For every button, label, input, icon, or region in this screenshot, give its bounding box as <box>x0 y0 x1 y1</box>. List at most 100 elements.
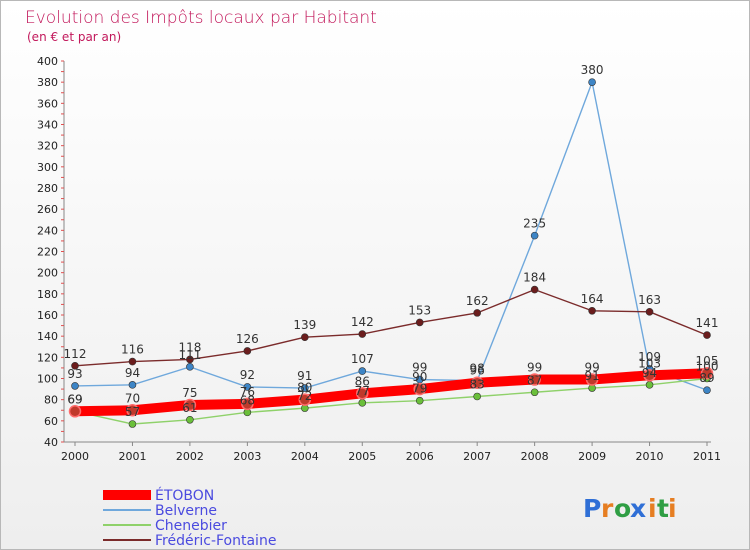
data-point <box>126 404 139 417</box>
data-point <box>71 382 79 390</box>
data-label: 80 <box>297 381 312 395</box>
data-label: 142 <box>351 315 374 329</box>
data-point <box>643 369 656 382</box>
data-point <box>700 366 714 380</box>
data-label: 107 <box>351 352 374 366</box>
y-tick-label: 260 <box>37 203 58 216</box>
data-point <box>358 330 367 338</box>
data-point <box>186 355 194 364</box>
data-label: 75 <box>182 386 197 400</box>
data-label: 83 <box>470 377 485 391</box>
x-tick-label: 2008 <box>521 450 549 463</box>
data-label: 57 <box>125 405 140 419</box>
x-tick-label: 2009 <box>578 450 606 463</box>
y-tick-label: 40 <box>44 436 58 449</box>
y-tick-label: 80 <box>44 394 58 407</box>
data-label: 94 <box>125 366 140 380</box>
x-tick-label: 2006 <box>406 450 434 463</box>
x-tick-label: 2004 <box>291 450 319 463</box>
x-tick-label: 2002 <box>176 450 204 463</box>
data-label: 99 <box>584 361 599 375</box>
data-label: 163 <box>638 293 661 307</box>
data-label: 99 <box>527 361 542 375</box>
y-tick-label: 360 <box>37 97 58 110</box>
data-label: 153 <box>408 303 431 317</box>
series-line-1 <box>74 81 708 391</box>
x-tick-label: 2011 <box>693 450 721 463</box>
axes: 40 60 80 100 120 140 160 180 200 220 240 260 280 300 3… <box>37 55 721 463</box>
y-tick-label: 200 <box>37 267 58 280</box>
data-label: 111 <box>178 348 201 362</box>
data-point <box>71 361 79 370</box>
y-tick-label: 300 <box>37 161 58 174</box>
data-label: 118 <box>178 340 201 354</box>
data-point <box>473 392 481 401</box>
data-label: 72 <box>297 389 312 403</box>
data-point <box>703 331 711 339</box>
data-point <box>415 396 424 405</box>
data-point <box>128 381 137 389</box>
data-label: 96 <box>470 364 485 378</box>
logo-letter: i <box>668 494 677 523</box>
series-line-3 <box>74 288 708 367</box>
data-label: 164 <box>581 292 604 306</box>
data-label: 109 <box>638 350 661 364</box>
logo-letter: r <box>601 494 614 523</box>
data-point <box>183 398 197 412</box>
data-label: 69 <box>67 392 82 406</box>
y-tick-label: 320 <box>37 140 58 153</box>
data-label: 116 <box>121 343 144 357</box>
y-tick-label: 120 <box>37 351 58 364</box>
logo-letter: x <box>630 494 646 523</box>
data-label: 61 <box>182 401 197 415</box>
data-point <box>530 388 539 397</box>
data-label: 235 <box>523 217 546 231</box>
data-point <box>356 387 369 400</box>
logo-letter: o <box>614 494 631 523</box>
y-tick-label: 340 <box>37 119 58 132</box>
data-point <box>413 382 426 396</box>
data-point <box>473 309 481 317</box>
data-point <box>241 397 254 411</box>
data-label: 380 <box>581 63 604 77</box>
data-label: 105 <box>696 354 719 368</box>
chart-title: Evolution des Impôts locaux par Habitant <box>25 8 377 28</box>
data-label: 98 <box>470 362 485 376</box>
data-point <box>358 367 367 375</box>
data-point <box>470 376 484 389</box>
data-label: 76 <box>240 385 255 399</box>
logo-letter: t <box>657 494 669 523</box>
data-point <box>415 318 424 327</box>
data-point <box>528 373 541 386</box>
x-tick-label: 2005 <box>348 450 376 463</box>
y-tick-label: 400 <box>37 55 58 68</box>
y-tick-label: 160 <box>37 309 58 322</box>
data-label: 100 <box>696 360 719 374</box>
data-point <box>530 285 539 294</box>
data-label: 162 <box>466 294 489 308</box>
legend-label: Belverne <box>155 503 217 519</box>
data-label: 69 <box>67 392 82 406</box>
data-label: 90 <box>412 370 427 384</box>
data-point <box>530 231 539 240</box>
data-point <box>585 373 599 386</box>
data-point <box>645 308 654 316</box>
data-label: 91 <box>297 369 312 383</box>
series-line-0 <box>70 368 712 417</box>
y-tick-label: 60 <box>44 415 58 428</box>
logo-letter: P <box>583 494 601 523</box>
y-tick-label: 280 <box>37 182 58 195</box>
chart-subtitle: (en € et par an) <box>27 30 121 44</box>
data-label: 77 <box>355 384 370 398</box>
data-label: 99 <box>412 361 427 375</box>
x-tick-label: 2010 <box>636 450 664 463</box>
data-point <box>243 347 252 355</box>
data-label: 89 <box>699 371 714 385</box>
y-tick-label: 100 <box>37 373 58 386</box>
y-tick-label: 220 <box>37 246 58 259</box>
data-point <box>645 381 654 389</box>
legend-label: Frédéric-Fontaine <box>155 533 276 549</box>
